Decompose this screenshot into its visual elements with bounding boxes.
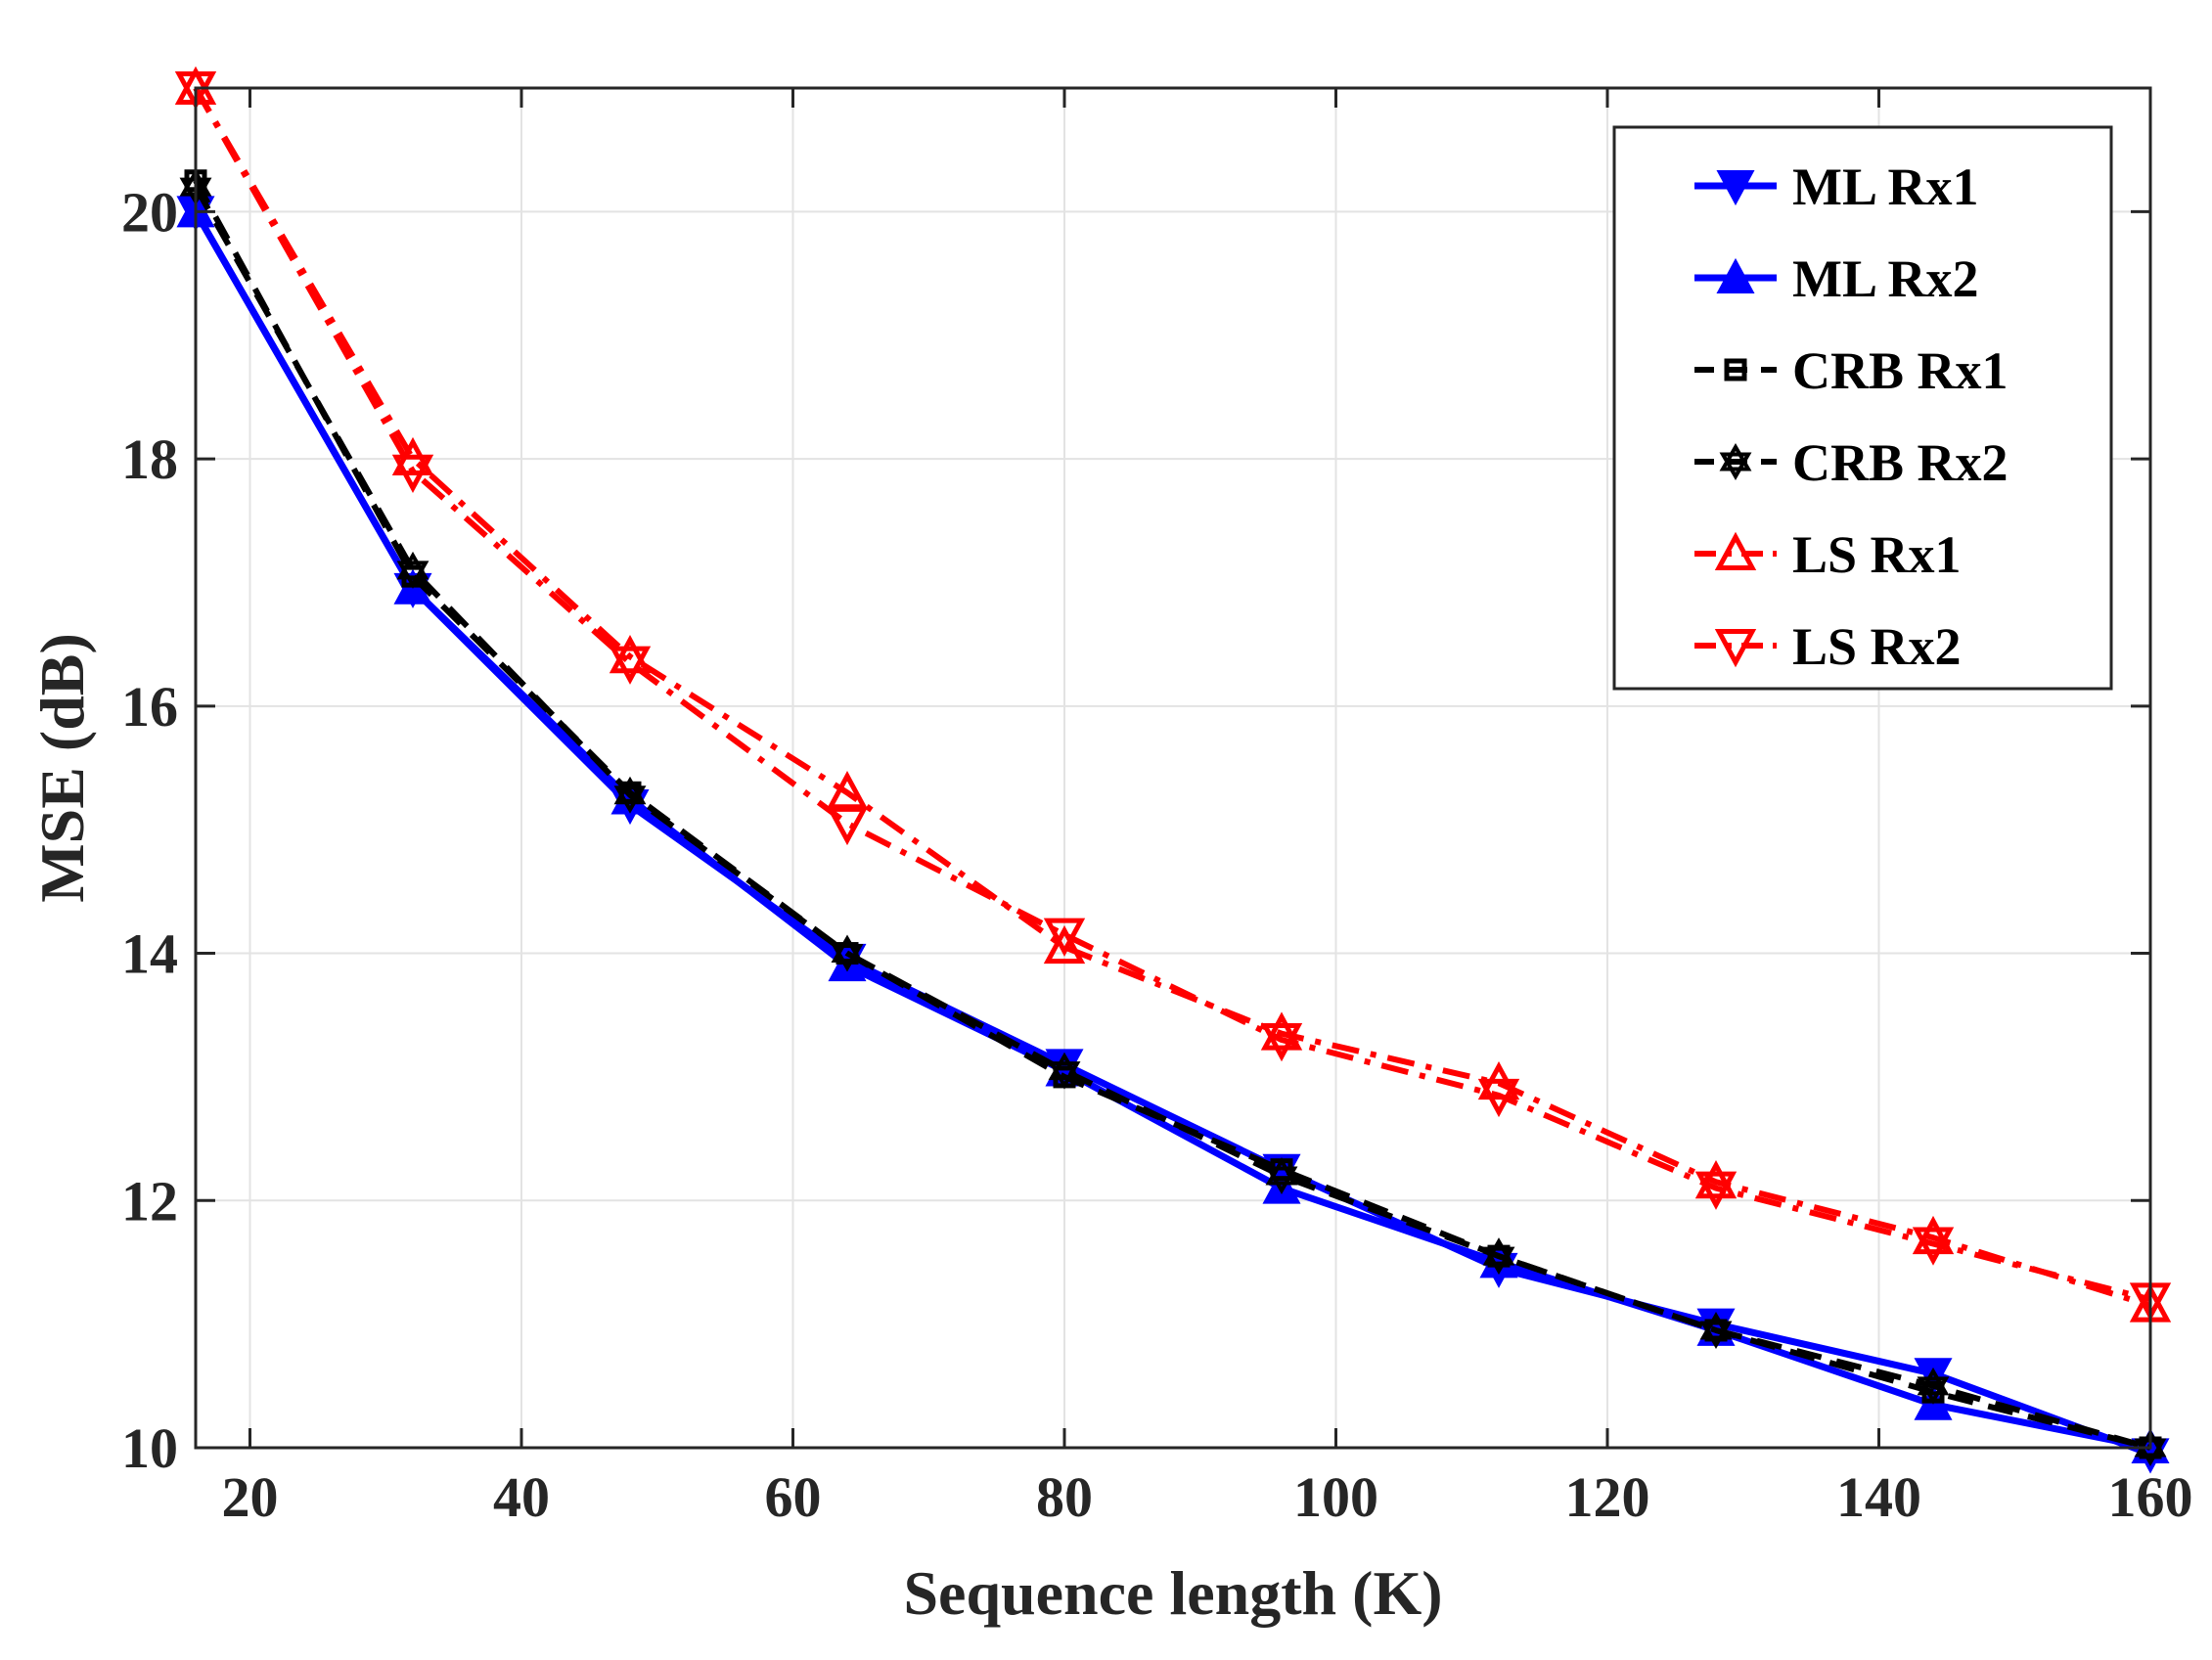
data-point [1043,918,1086,957]
x-tick-label: 120 [1565,1465,1650,1529]
legend-marker [1716,170,1755,206]
x-tick-label: 100 [1293,1465,1378,1529]
x-tick-label: 60 [765,1465,822,1529]
hexagram-part [1265,1156,1298,1186]
hexagram-part [1719,452,1752,481]
legend-label: ML Rx2 [1792,249,1979,308]
x-tick-label: 40 [493,1465,550,1529]
legend-box [1612,125,2113,691]
legend-marker [1714,531,1757,570]
x-tick-label: 160 [2108,1465,2193,1529]
hexagram-part [1048,1061,1081,1090]
y-tick-label: 20 [121,180,178,244]
data-point [613,776,647,814]
legend-label: ML Rx1 [1792,157,1979,216]
hexagram-part [396,561,429,589]
series-crb-rx2 [179,168,2167,1466]
legend-entry: CRB Rx1 [1694,341,2009,400]
legend-marker [1724,358,1747,381]
legend-marker [1716,257,1755,293]
data-point [609,646,652,685]
y-tick-label: 12 [121,1169,178,1233]
legend-entry: CRB Rx2 [1694,433,2009,492]
legend-entry: ML Rx1 [1694,157,1979,216]
legend-marker [1719,442,1752,481]
hexagram-part [1048,1052,1081,1081]
hexagram-part [613,776,647,805]
hexagram-part [1917,1376,1950,1405]
data-point [1477,1078,1520,1118]
legend-entry: LS Rx1 [1694,525,1962,584]
data-point [826,806,869,846]
hexagram-part [1719,442,1752,471]
x-tick-label: 20 [222,1465,279,1529]
data-point [831,934,864,972]
series-line [192,209,2151,1452]
data-point [1043,924,1086,965]
data-point [1699,1311,1733,1349]
hexagram-part [2134,1429,2167,1458]
legend-label: LS Rx1 [1792,525,1962,584]
hexagram-part [831,934,864,964]
axis-ticks: 20 40 60 80 100 120 140 160 10 12 14 16 18 20 [121,88,2193,1529]
series-line [193,185,2151,1451]
hexagram-part [1265,1166,1298,1195]
legend-entry: ML Rx2 [1694,249,1979,308]
hexagram-part [1482,1246,1515,1276]
y-tick-label: 14 [121,922,178,986]
plot-frame [194,86,2152,1450]
data-point [1260,1011,1303,1051]
legend-label: LS Rx2 [1792,617,1962,676]
hexagram-part [1699,1311,1733,1340]
y-tick-label: 18 [121,427,178,491]
y-tick-label: 16 [121,675,178,739]
legend-entry: LS Rx2 [1694,617,1962,676]
data-point [1482,1237,1515,1276]
x-tick-label: 140 [1836,1465,1921,1529]
hexagram-part [1482,1237,1515,1266]
legend-label: CRB Rx1 [1792,341,2009,400]
data-point [1048,1052,1081,1090]
legend: ML Rx1 ML Rx2 CRB Rx1 CRB Rx2 LS Rx1 LS Rx2 [1612,125,2113,691]
data-point [826,771,869,810]
data-point [1912,1227,1955,1266]
data-point [609,635,652,674]
data-point [1260,1023,1303,1062]
data-point [1694,1171,1738,1210]
y-tick-label: 10 [121,1416,178,1480]
data-point [1912,1215,1955,1255]
data-point [396,551,429,589]
x-axis-title: Sequence length (K) [903,1558,1442,1628]
legend-label: CRB Rx2 [1792,433,2009,492]
hexagram-part [613,785,647,814]
data-point [1917,1367,1950,1405]
hexagram-part [831,944,864,972]
hexagram-part [396,551,429,580]
x-tick-label: 80 [1036,1465,1093,1529]
y-axis-title: MSE (dB) [27,633,97,903]
series-line [193,86,2151,1303]
data-point [391,454,434,493]
hexagram-part [1699,1321,1733,1349]
data-point [1694,1160,1738,1199]
hexagram-part [1917,1367,1950,1396]
legend-marker [1714,629,1757,668]
data-point [1265,1156,1298,1195]
